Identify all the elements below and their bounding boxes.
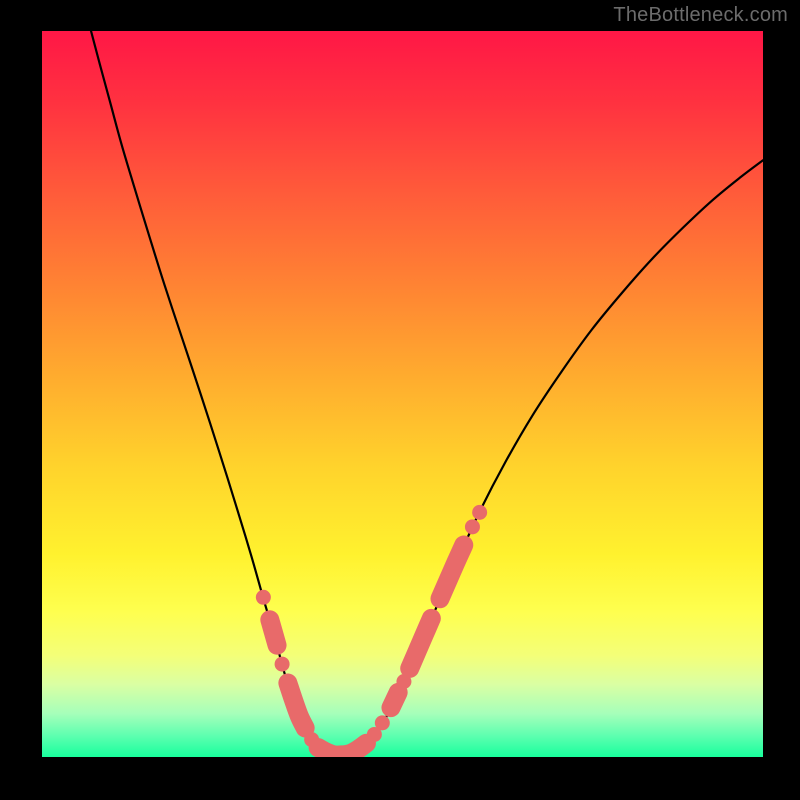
plot-area	[42, 31, 763, 757]
stage: TheBottleneck.com	[0, 0, 800, 800]
watermark-text: TheBottleneck.com	[613, 4, 788, 27]
gradient-background	[42, 31, 763, 757]
